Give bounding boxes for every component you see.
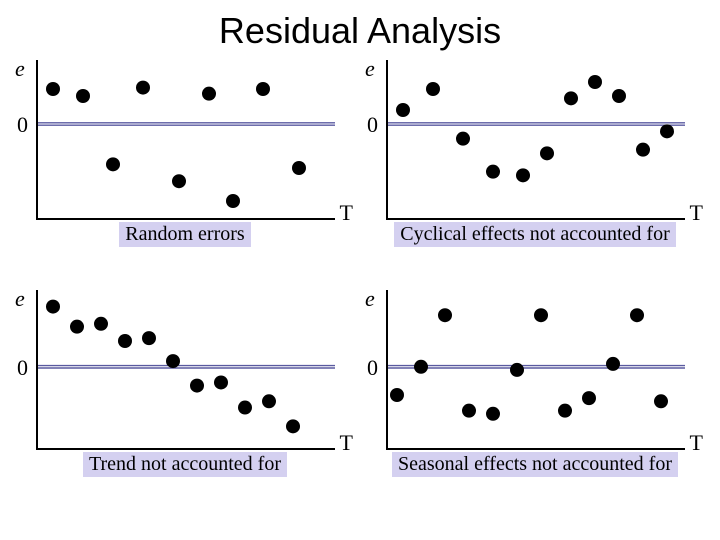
x-axis-label: T bbox=[340, 200, 353, 226]
data-point bbox=[94, 317, 108, 331]
chart-grid: e0TRandom errorse0TCyclical effects not … bbox=[20, 60, 700, 520]
panel-caption: Random errors bbox=[119, 222, 250, 247]
data-point bbox=[256, 82, 270, 96]
data-point bbox=[106, 157, 120, 171]
data-point bbox=[202, 87, 216, 101]
data-point bbox=[118, 334, 132, 348]
y-axis-label: e bbox=[365, 286, 375, 312]
data-point bbox=[238, 401, 252, 415]
data-point bbox=[142, 331, 156, 345]
data-point bbox=[540, 146, 554, 160]
data-point bbox=[516, 168, 530, 182]
data-point bbox=[582, 391, 596, 405]
chart-panel: e0TTrend not accounted for bbox=[20, 290, 350, 520]
data-point bbox=[510, 363, 524, 377]
caption-wrap: Cyclical effects not accounted for bbox=[370, 222, 700, 247]
y-axis-label: e bbox=[15, 56, 25, 82]
panel-caption: Cyclical effects not accounted for bbox=[394, 222, 676, 247]
zero-label: 0 bbox=[17, 355, 28, 381]
data-point bbox=[456, 132, 470, 146]
data-point bbox=[612, 89, 626, 103]
plot-area: e0T bbox=[35, 290, 335, 450]
data-point bbox=[414, 360, 428, 374]
scatter-svg bbox=[35, 60, 335, 220]
caption-wrap: Trend not accounted for bbox=[20, 452, 350, 477]
panel-caption: Seasonal effects not accounted for bbox=[392, 452, 678, 477]
zero-label: 0 bbox=[367, 112, 378, 138]
data-point bbox=[606, 357, 620, 371]
data-point bbox=[166, 354, 180, 368]
plot-area: e0T bbox=[385, 290, 685, 450]
chart-panel: e0TCyclical effects not accounted for bbox=[370, 60, 700, 290]
data-point bbox=[390, 388, 404, 402]
caption-wrap: Random errors bbox=[20, 222, 350, 247]
data-point bbox=[660, 124, 674, 138]
scatter-svg bbox=[385, 60, 685, 220]
data-point bbox=[588, 75, 602, 89]
data-point bbox=[262, 394, 276, 408]
data-point bbox=[190, 379, 204, 393]
chart-panel: e0TSeasonal effects not accounted for bbox=[370, 290, 700, 520]
data-point bbox=[534, 308, 548, 322]
data-point bbox=[76, 89, 90, 103]
zero-label: 0 bbox=[367, 355, 378, 381]
plot-area: e0T bbox=[385, 60, 685, 220]
x-axis-label: T bbox=[690, 200, 703, 226]
scatter-svg bbox=[35, 290, 335, 450]
zero-label: 0 bbox=[17, 112, 28, 138]
y-axis-label: e bbox=[365, 56, 375, 82]
data-point bbox=[286, 419, 300, 433]
data-point bbox=[70, 320, 84, 334]
data-point bbox=[226, 194, 240, 208]
data-point bbox=[426, 82, 440, 96]
y-axis-label: e bbox=[15, 286, 25, 312]
x-axis-label: T bbox=[690, 430, 703, 456]
data-point bbox=[636, 143, 650, 157]
data-point bbox=[564, 91, 578, 105]
page-title: Residual Analysis bbox=[20, 10, 700, 52]
data-point bbox=[462, 404, 476, 418]
panel-caption: Trend not accounted for bbox=[83, 452, 287, 477]
data-point bbox=[46, 82, 60, 96]
slide: Residual Analysis e0TRandom errorse0TCyc… bbox=[0, 0, 720, 540]
data-point bbox=[396, 103, 410, 117]
scatter-svg bbox=[385, 290, 685, 450]
plot-area: e0T bbox=[35, 60, 335, 220]
data-point bbox=[292, 161, 306, 175]
data-point bbox=[486, 407, 500, 421]
data-point bbox=[438, 308, 452, 322]
data-point bbox=[558, 404, 572, 418]
caption-wrap: Seasonal effects not accounted for bbox=[370, 452, 700, 477]
data-point bbox=[214, 375, 228, 389]
x-axis-label: T bbox=[340, 430, 353, 456]
data-point bbox=[46, 300, 60, 314]
data-point bbox=[486, 165, 500, 179]
data-point bbox=[136, 81, 150, 95]
data-point bbox=[654, 394, 668, 408]
chart-panel: e0TRandom errors bbox=[20, 60, 350, 290]
data-point bbox=[172, 174, 186, 188]
data-point bbox=[630, 308, 644, 322]
